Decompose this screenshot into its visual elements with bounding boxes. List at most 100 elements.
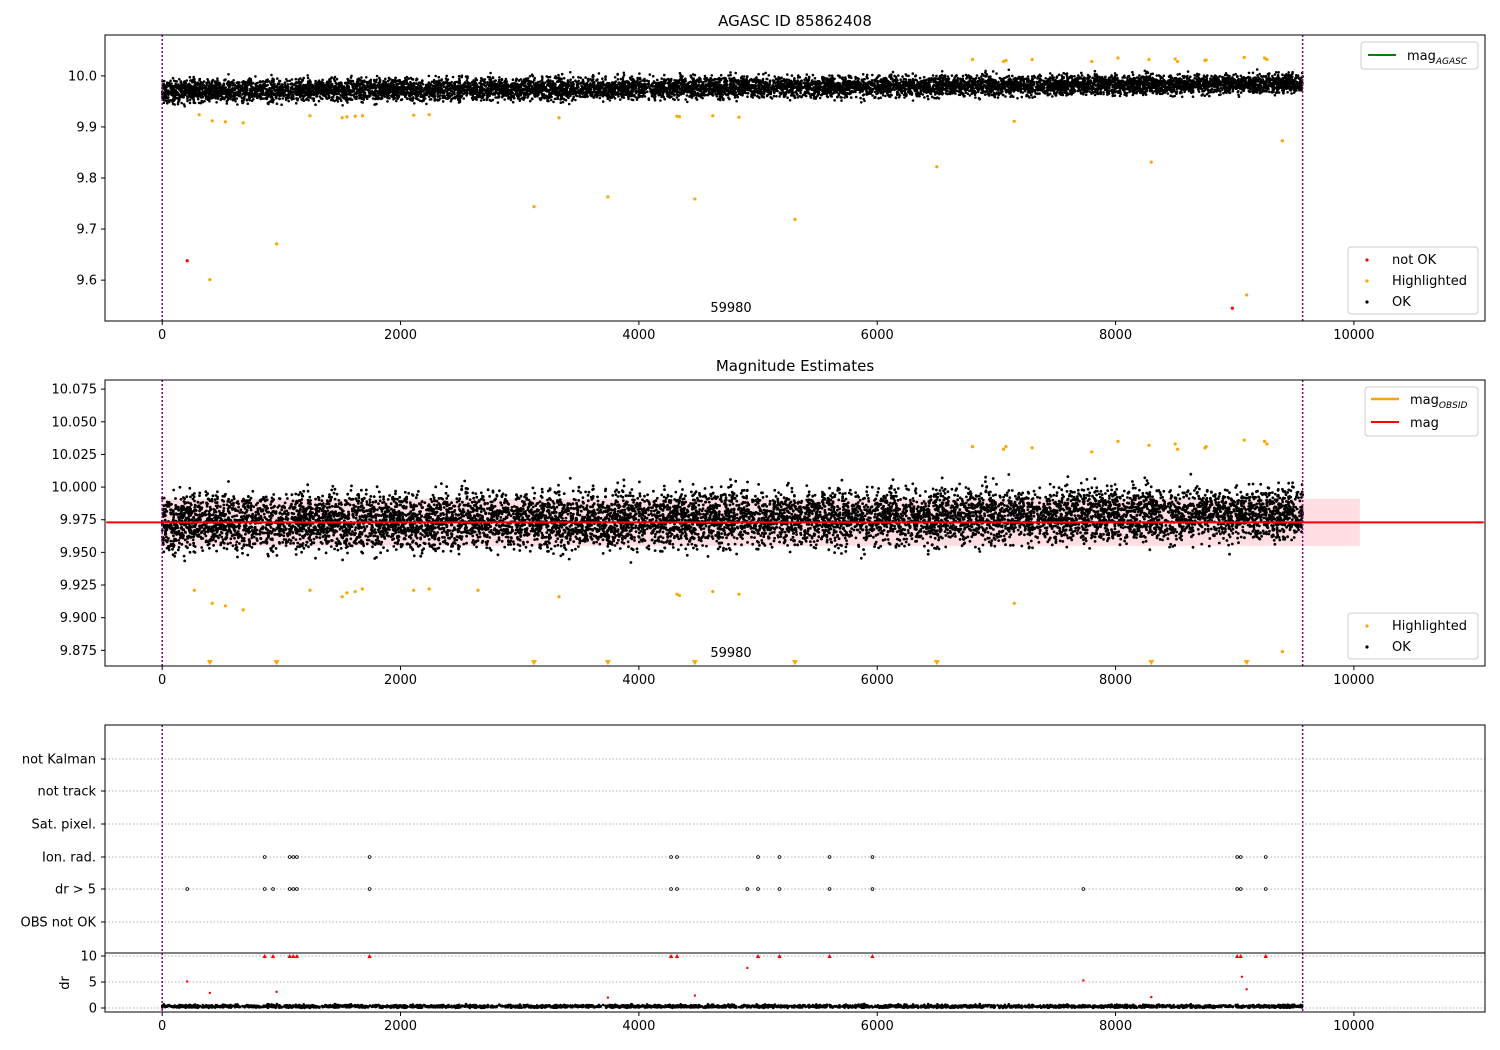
- ok-point: [813, 77, 817, 80]
- ok-point: [756, 95, 759, 98]
- ok-point: [651, 82, 654, 85]
- ok-point: [457, 80, 461, 83]
- ok-point: [675, 96, 679, 99]
- ok-point: [294, 102, 298, 105]
- ok-point: [355, 80, 359, 83]
- ok-point: [577, 75, 580, 79]
- ok-point: [1084, 93, 1088, 96]
- ok-point: [616, 72, 619, 76]
- ok-point: [321, 97, 324, 101]
- ok-point: [1203, 94, 1207, 97]
- ok-point: [168, 99, 172, 102]
- ok-point: [451, 75, 455, 79]
- ok-point: [394, 76, 397, 80]
- ok-point: [208, 99, 211, 103]
- ok-point: [1048, 72, 1052, 75]
- ok-point: [1044, 77, 1047, 80]
- ok-point: [779, 76, 783, 80]
- ok-point: [865, 73, 869, 77]
- ok-point: [1082, 93, 1085, 96]
- ok-point: [227, 73, 230, 76]
- ok-point: [296, 97, 300, 100]
- agasc-panel-title: AGASC ID 85862408: [718, 12, 872, 30]
- ok-point: [1131, 70, 1134, 74]
- ok-point: [863, 77, 866, 81]
- ok-point: [991, 70, 995, 73]
- agasc-panel: AGASC ID 85862408 9.69.79.89.910.0 0 2000…: [68, 12, 1486, 343]
- ok-point: [950, 74, 954, 77]
- ok-point: [339, 99, 343, 102]
- ok-point: [1162, 74, 1166, 78]
- ok-point: [496, 101, 500, 104]
- ok-point: [536, 80, 540, 84]
- ok-point: [287, 99, 291, 103]
- ok-point: [450, 97, 454, 100]
- ok-point: [651, 74, 655, 78]
- ok-point: [434, 74, 438, 78]
- ok-point: [489, 71, 492, 75]
- ok-point: [560, 72, 564, 76]
- ok-point: [440, 79, 443, 82]
- ok-point: [1267, 75, 1270, 78]
- ok-point: [278, 97, 281, 100]
- ok-point: [192, 75, 195, 79]
- ok-point: [363, 91, 367, 95]
- ok-point: [294, 77, 298, 81]
- ok-point: [327, 94, 331, 98]
- ok-point: [306, 76, 310, 80]
- ok-point: [1191, 95, 1195, 98]
- ok-point: [927, 97, 930, 101]
- ok-point: [229, 97, 232, 101]
- ok-point: [457, 101, 461, 104]
- ok-point: [1057, 73, 1061, 76]
- ok-point: [281, 97, 285, 100]
- ok-point: [1020, 95, 1024, 99]
- ok-point: [333, 79, 337, 83]
- ok-point: [975, 74, 979, 77]
- ok-point: [1155, 74, 1159, 77]
- ok-point: [843, 96, 846, 99]
- ok-point: [1144, 83, 1147, 87]
- ok-point: [703, 77, 706, 81]
- ok-point: [984, 69, 987, 73]
- ok-point: [360, 76, 363, 79]
- ok-point: [569, 71, 572, 74]
- ok-point: [719, 73, 723, 77]
- ok-point: [528, 75, 532, 78]
- ok-points-band: [161, 68, 1304, 108]
- ok-point: [188, 98, 192, 102]
- ok-point: [171, 102, 175, 106]
- ok-point: [1093, 93, 1097, 97]
- ok-point: [314, 79, 317, 83]
- ok-point: [165, 101, 169, 105]
- ok-point: [1218, 93, 1221, 97]
- ok-point: [586, 77, 590, 81]
- ok-point: [775, 89, 778, 92]
- ok-point: [504, 77, 508, 81]
- ok-point: [427, 74, 431, 78]
- ok-point: [964, 91, 968, 94]
- ok-point: [932, 84, 935, 88]
- ok-point: [786, 96, 789, 99]
- ok-point: [914, 74, 918, 77]
- ok-point: [677, 98, 680, 102]
- ok-point: [891, 70, 895, 74]
- ok-point: [570, 99, 574, 102]
- ok-point: [1051, 95, 1054, 98]
- ok-point: [660, 77, 663, 80]
- ok-point: [619, 98, 622, 101]
- ok-point: [571, 76, 575, 79]
- ok-point: [1132, 76, 1136, 80]
- ok-point: [854, 95, 858, 99]
- ok-point: [188, 75, 192, 79]
- ok-point: [236, 81, 240, 84]
- ok-point: [1277, 71, 1280, 74]
- ok-point: [783, 82, 786, 86]
- ok-point: [966, 92, 970, 95]
- ok-point: [935, 74, 938, 78]
- ok-point: [575, 87, 579, 90]
- ok-point: [840, 99, 843, 102]
- ok-point: [1064, 72, 1067, 76]
- ok-point: [1088, 90, 1091, 93]
